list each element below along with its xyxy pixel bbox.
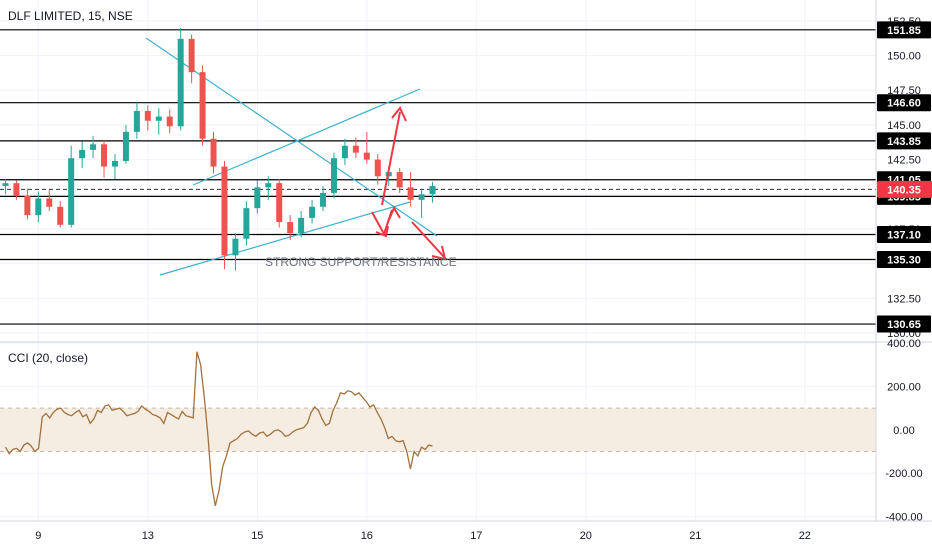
price-tick-label: 142.50 xyxy=(887,155,921,167)
candle-body xyxy=(155,116,162,121)
arrow-down-head xyxy=(431,245,447,261)
arrow-down-path xyxy=(411,221,445,258)
candle-body xyxy=(254,187,261,209)
time-tick-label: 17 xyxy=(470,530,482,542)
time-tick-label: 9 xyxy=(35,530,41,542)
candle-body xyxy=(221,166,228,256)
candle-body xyxy=(144,111,151,121)
level-label-box xyxy=(877,21,931,39)
cci-tick-layer: 400.00 200.00 0.00 -200.00 -400.00 xyxy=(885,338,922,524)
level-label-text: 130.65 xyxy=(887,319,921,331)
level-label-box xyxy=(877,94,931,112)
price-tick-label: 150.00 xyxy=(887,51,921,63)
cci-tick-label: -200.00 xyxy=(885,468,922,480)
candle-body xyxy=(341,145,348,159)
candle-body xyxy=(13,183,20,196)
candle-body xyxy=(210,138,217,167)
cci-band-lines xyxy=(0,407,876,453)
candle-body xyxy=(57,206,64,225)
candle-body xyxy=(363,152,370,160)
level-label-text: 137.10 xyxy=(887,230,921,242)
last-price-label-text: 140.35 xyxy=(887,184,921,196)
price-pane-background xyxy=(0,0,876,340)
candle-body xyxy=(199,72,206,139)
candle-body xyxy=(276,183,283,223)
level-label-box xyxy=(877,251,931,269)
time-tick-label: 13 xyxy=(142,530,154,542)
candle-body xyxy=(287,222,294,234)
last-price-label-box xyxy=(877,180,932,198)
level-label-layer: 151.85146.60143.85141.05139.85137.10135.… xyxy=(877,21,931,333)
level-layer xyxy=(0,29,876,325)
level-label-box xyxy=(877,315,931,333)
level-label-box xyxy=(877,132,931,150)
annotation-text: STRONG SUPPORT/RESISTANCE xyxy=(265,255,457,269)
candle-body xyxy=(2,183,9,186)
candle-body xyxy=(177,38,184,127)
time-tick-layer: 9 13 15 16 17 20 21 22 xyxy=(35,530,811,542)
time-tick-label: 15 xyxy=(251,530,263,542)
price-tick-label: 132.50 xyxy=(887,293,921,305)
candle-body xyxy=(133,111,140,132)
time-tick-label: 16 xyxy=(361,530,373,542)
candle-body xyxy=(24,195,31,216)
cci-title: CCI (20, close) xyxy=(8,351,88,365)
price-tick-label: 145.00 xyxy=(887,120,921,132)
candle-body xyxy=(79,149,86,159)
level-label-text: 151.85 xyxy=(887,25,921,37)
candle-body xyxy=(122,131,129,161)
candle-body xyxy=(35,198,42,216)
candle-body xyxy=(407,187,414,200)
candle-body xyxy=(320,192,327,207)
candle-layer xyxy=(2,27,436,271)
trendline-rising-lower xyxy=(159,201,411,276)
level-label-text: 135.30 xyxy=(887,255,921,267)
candle-body xyxy=(188,38,195,73)
candle-body xyxy=(309,206,316,218)
time-tick-label: 20 xyxy=(580,530,592,542)
arrow-drawings xyxy=(371,106,447,261)
candle-body xyxy=(166,116,173,127)
arrow-up-head xyxy=(391,106,407,122)
time-tick-label: 22 xyxy=(799,530,811,542)
candle-body xyxy=(90,144,97,150)
candle-body xyxy=(352,145,359,153)
candle-body xyxy=(111,160,118,167)
cci-band xyxy=(0,408,876,452)
candle-body xyxy=(418,194,425,200)
candle-body xyxy=(330,158,337,193)
candle-body xyxy=(46,198,53,207)
candle-body xyxy=(374,159,381,177)
time-tick-label: 21 xyxy=(689,530,701,542)
candle-body xyxy=(101,144,108,167)
candle-body xyxy=(429,185,436,195)
level-label-text: 146.60 xyxy=(887,98,921,110)
level-label-text: 143.85 xyxy=(887,136,921,148)
cci-tick-label: 400.00 xyxy=(887,338,921,350)
arrow-up-path xyxy=(381,111,401,206)
arrow-zigzag-head-1 xyxy=(375,225,389,238)
cci-tick-label: 0.00 xyxy=(893,425,914,437)
candle-body xyxy=(232,238,239,256)
level-label-box xyxy=(877,226,931,244)
candle-body xyxy=(298,217,305,234)
trendline-rising-upper xyxy=(192,88,421,186)
candle-body xyxy=(68,158,75,225)
cci-line xyxy=(4,351,433,506)
candle-body xyxy=(265,183,272,188)
arrow-zigzag-head-2 xyxy=(387,205,401,223)
last-price-label: 140.35 xyxy=(877,180,932,198)
cci-tick-label: -400.00 xyxy=(885,512,922,524)
cci-tick-label: 200.00 xyxy=(887,381,921,393)
candle-body xyxy=(243,208,250,239)
candle-body xyxy=(396,172,403,188)
chart-title: DLF LIMITED, 15, NSE xyxy=(8,9,133,23)
